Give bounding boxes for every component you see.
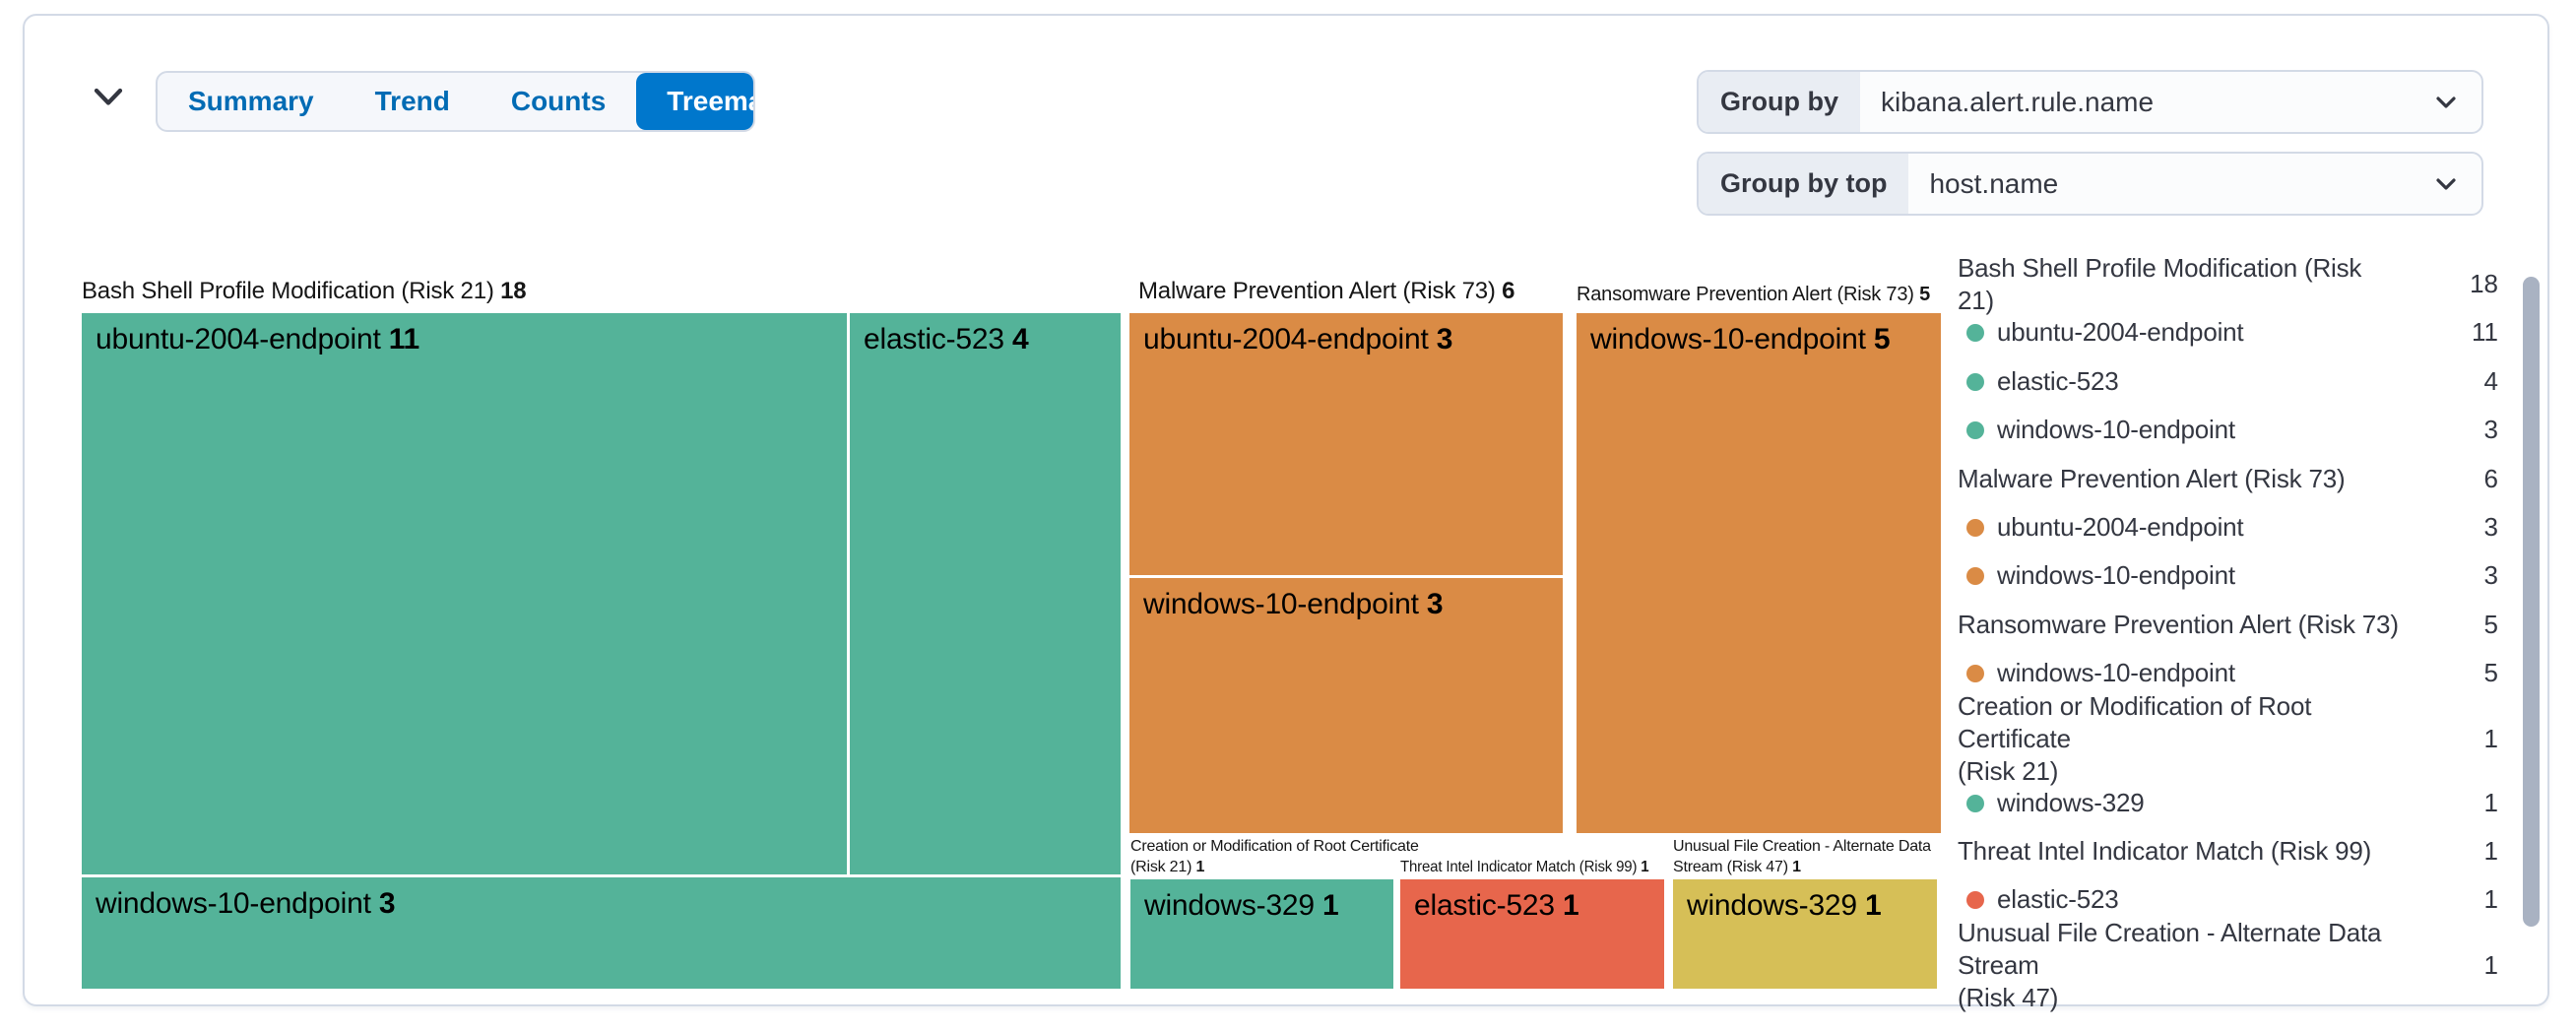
treemap-group-label: Ransomware Prevention Alert (Risk 73) 5 [1577,284,1931,305]
legend-group-item[interactable]: Threat Intel Indicator Match (Risk 99) 1 [1958,835,2498,868]
legend-item-count: 11 [2472,317,2498,347]
legend-item-label: windows-329 [1997,788,2145,817]
legend-group-item[interactable]: Creation or Modification of Root Certifi… [1958,691,2498,786]
alerts-panel: Summary Trend Counts Treemap Group by kiban… [23,14,2549,1012]
legend-item-count: 5 [2483,610,2498,639]
legend-item-count: 3 [2483,560,2498,590]
legend-group-item[interactable]: Bash Shell Profile Modification (Risk 21… [1958,253,2498,315]
tab-summary[interactable]: Summary [188,86,314,116]
legend-item-count: 1 [2483,949,2498,980]
legend-item-label: elastic-523 [1997,884,2119,914]
chevron-down-icon [2430,154,2481,214]
treemap-cell[interactable]: windows-10-endpoint 3 [1129,578,1563,833]
legend-item-count: 1 [2483,836,2498,866]
legend-color-dot [1966,566,1984,585]
treemap-group-label: Creation or Modification of Root Certifi… [1130,838,1419,875]
collapse-section-button[interactable] [86,75,131,120]
tab-trend[interactable]: Trend [374,86,450,116]
legend-item[interactable]: elastic-523 4 [1958,365,2498,398]
group-by-top-select[interactable]: Group by top host.name [1697,152,2483,216]
legend-item-count: 5 [2483,658,2498,687]
treemap-cell[interactable]: ubuntu-2004-endpoint 11 [82,313,847,874]
group-by-top-label: Group by top [1699,154,1909,214]
legend-item-count: 3 [2483,415,2498,444]
legend-item-label: Malware Prevention Alert (Risk 73) [1958,464,2346,493]
legend-item-count: 18 [2470,269,2498,298]
treemap-group-label: Threat Intel Indicator Match (Risk 99) 1 [1400,859,1649,875]
group-by-value: kibana.alert.rule.name [1881,86,2155,117]
legend-item-label: Ransomware Prevention Alert (Risk 73) [1958,610,2399,639]
legend-color-dot [1966,372,1984,391]
legend-item[interactable]: windows-10-endpoint 5 [1958,657,2498,689]
treemap-group-label: Bash Shell Profile Modification (Risk 21… [82,278,527,304]
treemap-cell[interactable]: windows-329 1 [1673,879,1937,989]
group-by-label: Group by [1699,72,1860,132]
legend-group-item[interactable]: Unusual File Creation - Alternate Data S… [1958,918,2498,1012]
legend-color-dot [1966,794,1984,812]
legend-item-count: 6 [2483,464,2498,493]
legend-item-label: Bash Shell Profile Modification (Risk 21… [1958,252,2362,315]
treemap-cell[interactable]: windows-329 1 [1130,879,1393,989]
legend-color-dot [1966,323,1984,342]
legend-item[interactable]: ubuntu-2004-endpoint 3 [1958,511,2498,544]
legend-color-dot [1966,890,1984,909]
legend-item[interactable]: elastic-523 1 [1958,883,2498,916]
tab-counts[interactable]: Counts [510,86,607,116]
treemap-group-label: Malware Prevention Alert (Risk 73) 6 [1138,278,1515,304]
chevron-down-icon [89,77,128,119]
legend-item-label: ubuntu-2004-endpoint [1997,512,2244,542]
legend-item-count: 1 [2483,884,2498,914]
group-by-top-value: host.name [1929,167,2059,199]
legend-item-count: 1 [2483,723,2498,753]
treemap-group-label: Unusual File Creation - Alternate Data St… [1673,838,1931,875]
legend-color-dot [1966,518,1984,537]
legend-item-label: windows-10-endpoint [1997,560,2235,590]
legend-item-label: Creation or Modification of Root Certifi… [1958,690,2312,786]
legend-item-label: Threat Intel Indicator Match (Risk 99) [1958,836,2372,866]
legend-item-label: elastic-523 [1997,366,2119,396]
legend-group-item[interactable]: Malware Prevention Alert (Risk 73) 6 [1958,463,2498,495]
legend-item-count: 3 [2483,512,2498,542]
legend-item-label: windows-10-endpoint [1997,658,2235,687]
tab-treemap[interactable]: Treemap [636,73,753,130]
legend-item-label: windows-10-endpoint [1997,415,2235,444]
legend-item-count: 1 [2483,788,2498,817]
legend-item[interactable]: windows-10-endpoint 3 [1958,414,2498,446]
legend-item[interactable]: windows-10-endpoint 3 [1958,559,2498,592]
treemap-cell[interactable]: elastic-523 4 [850,313,1121,874]
legend-item[interactable]: ubuntu-2004-endpoint 11 [1958,316,2498,349]
treemap-cell[interactable]: windows-10-endpoint 3 [82,877,1121,989]
treemap-cell[interactable]: windows-10-endpoint 5 [1577,313,1941,833]
legend-item-count: 4 [2483,366,2498,396]
legend-item-label: Unusual File Creation - Alternate Data S… [1958,917,2382,1012]
treemap-cell[interactable]: ubuntu-2004-endpoint 3 [1129,313,1563,575]
legend-scrollbar-thumb[interactable] [2523,277,2540,927]
chevron-down-icon [2430,72,2481,132]
legend-color-dot [1966,664,1984,682]
legend-group-item[interactable]: Ransomware Prevention Alert (Risk 73) 5 [1958,609,2498,641]
group-by-select[interactable]: Group by kibana.alert.rule.name [1697,70,2483,134]
view-selector-button-group: Summary Trend Counts Treemap [156,71,755,132]
legend-item[interactable]: windows-329 1 [1958,787,2498,819]
legend-item-label: ubuntu-2004-endpoint [1997,317,2244,347]
treemap-cell[interactable]: elastic-523 1 [1400,879,1664,989]
legend-color-dot [1966,420,1984,439]
